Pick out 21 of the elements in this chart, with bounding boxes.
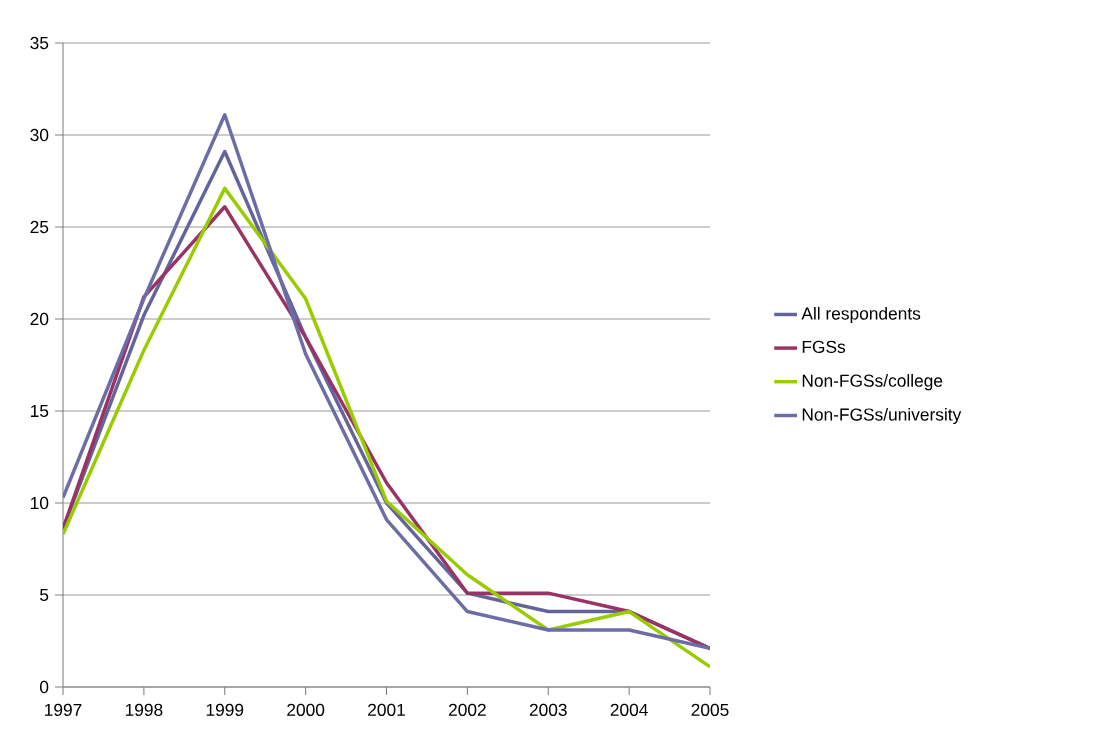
y-tick-label: 10 bbox=[31, 496, 49, 510]
x-tick-label: 1997 bbox=[45, 703, 82, 716]
y-tick-label: 30 bbox=[30, 128, 49, 142]
y-tick-label: 15 bbox=[31, 404, 49, 418]
y-tick-label: 5 bbox=[40, 588, 49, 602]
x-tick-label: 2003 bbox=[529, 703, 567, 716]
y-tick-label: 0 bbox=[39, 680, 49, 694]
legend-label: FGSs bbox=[802, 340, 846, 353]
x-tick-label: 2005 bbox=[691, 703, 729, 716]
legend-label: All respondents bbox=[801, 306, 921, 324]
legend-label: Non-FGSs/college bbox=[802, 374, 943, 391]
legend-label: Non-FGSs/university bbox=[802, 407, 962, 425]
y-tick-label: 25 bbox=[30, 220, 49, 234]
y-tick-label: 20 bbox=[30, 312, 49, 326]
x-tick-label: 2004 bbox=[610, 703, 648, 716]
x-tick-label: 2002 bbox=[448, 703, 486, 716]
x-tick-label: 1998 bbox=[125, 703, 163, 716]
x-tick-label: 2001 bbox=[368, 703, 405, 716]
x-tick-label: 1999 bbox=[206, 703, 244, 716]
x-tick-label: 2000 bbox=[287, 703, 325, 716]
y-tick-label: 35 bbox=[30, 36, 49, 50]
